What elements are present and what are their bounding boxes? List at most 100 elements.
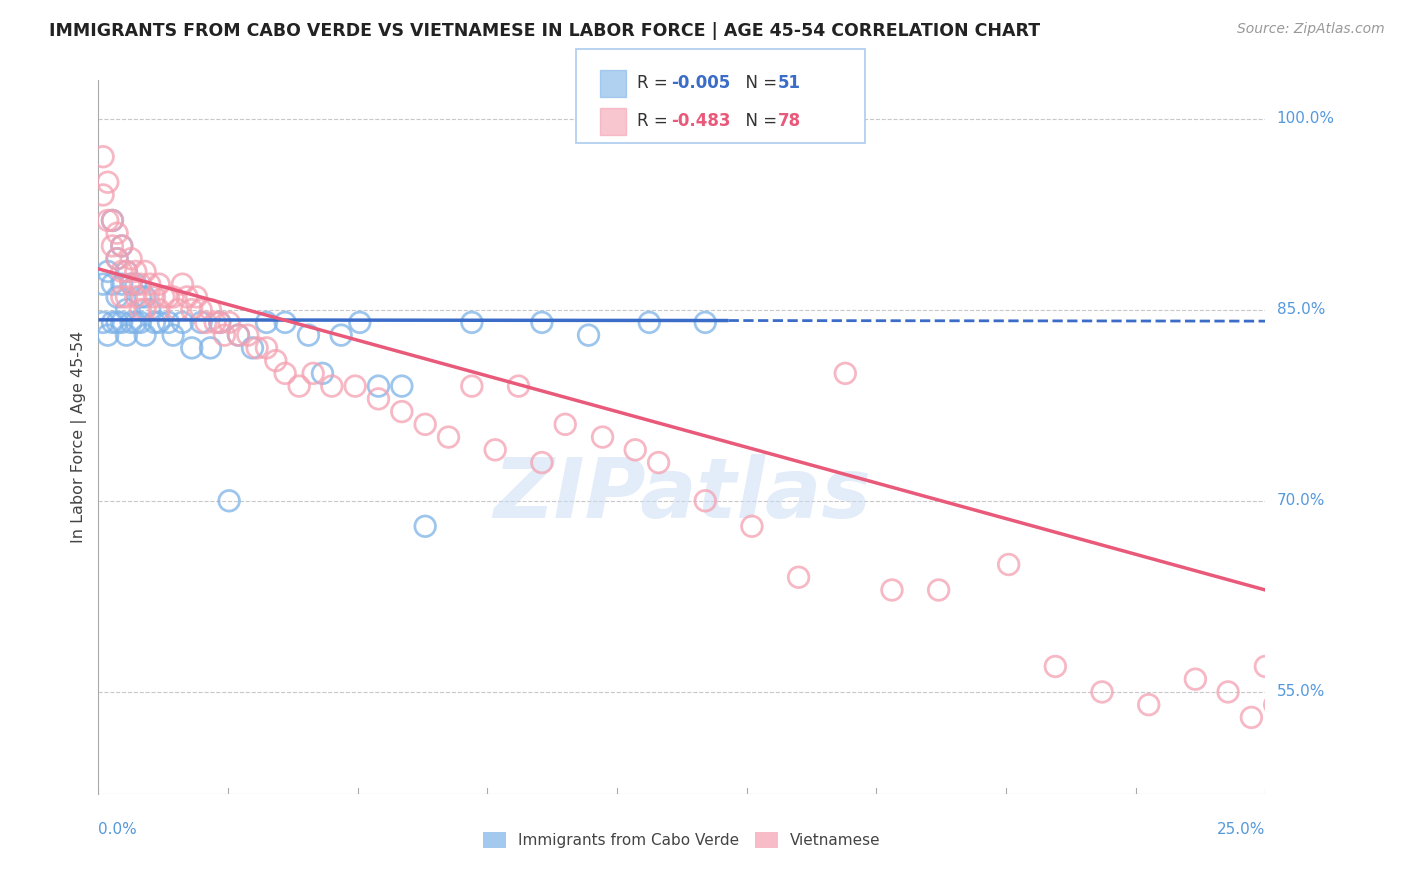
- Point: [190, 302, 212, 317]
- Point: [105, 226, 128, 240]
- Point: [367, 379, 389, 393]
- Point: [105, 252, 128, 266]
- Point: [204, 315, 226, 329]
- Point: [162, 328, 184, 343]
- Point: [129, 315, 152, 329]
- Point: [311, 367, 333, 381]
- Text: -0.483: -0.483: [671, 112, 730, 130]
- Point: [530, 456, 553, 470]
- Point: [228, 328, 250, 343]
- Point: [105, 315, 128, 329]
- Text: 0.0%: 0.0%: [98, 822, 138, 837]
- Point: [246, 341, 269, 355]
- Point: [91, 188, 114, 202]
- Point: [105, 252, 128, 266]
- Text: 51: 51: [778, 74, 800, 92]
- Point: [115, 264, 138, 278]
- Point: [695, 315, 717, 329]
- Point: [125, 264, 148, 278]
- Text: N =: N =: [735, 112, 783, 130]
- Point: [97, 264, 120, 278]
- Point: [413, 519, 436, 533]
- Point: [741, 519, 763, 533]
- Point: [148, 277, 170, 292]
- Point: [176, 290, 198, 304]
- Point: [120, 277, 142, 292]
- Point: [1264, 698, 1286, 712]
- Point: [256, 315, 278, 329]
- Point: [91, 150, 114, 164]
- Text: R =: R =: [637, 112, 673, 130]
- Legend: Immigrants from Cabo Verde, Vietnamese: Immigrants from Cabo Verde, Vietnamese: [477, 826, 887, 854]
- Point: [484, 442, 506, 457]
- Point: [344, 379, 367, 393]
- Point: [461, 379, 484, 393]
- Point: [194, 315, 217, 329]
- Point: [1216, 685, 1239, 699]
- Point: [180, 341, 202, 355]
- Point: [115, 264, 138, 278]
- Point: [172, 277, 194, 292]
- Point: [208, 315, 231, 329]
- Point: [578, 328, 600, 343]
- Point: [115, 302, 138, 317]
- Point: [111, 239, 134, 253]
- Point: [1137, 698, 1160, 712]
- Point: [101, 277, 124, 292]
- Point: [166, 302, 188, 317]
- Point: [111, 239, 134, 253]
- Point: [91, 277, 114, 292]
- Point: [288, 379, 311, 393]
- Point: [148, 315, 170, 329]
- Point: [236, 328, 259, 343]
- Point: [638, 315, 661, 329]
- Text: N =: N =: [735, 74, 783, 92]
- Point: [997, 558, 1019, 572]
- Point: [148, 302, 170, 317]
- Point: [302, 367, 325, 381]
- Point: [129, 290, 152, 304]
- Point: [105, 290, 128, 304]
- Point: [134, 290, 156, 304]
- Point: [157, 315, 180, 329]
- Text: 100.0%: 100.0%: [1277, 111, 1334, 126]
- Point: [297, 328, 319, 343]
- Point: [115, 290, 138, 304]
- Point: [349, 315, 371, 329]
- Point: [274, 367, 297, 381]
- Point: [214, 328, 236, 343]
- Point: [928, 582, 950, 597]
- Point: [101, 315, 124, 329]
- Point: [530, 315, 553, 329]
- Text: 55.0%: 55.0%: [1277, 684, 1324, 699]
- Point: [120, 277, 142, 292]
- Point: [1045, 659, 1067, 673]
- Point: [554, 417, 576, 432]
- Point: [120, 252, 142, 266]
- Text: ZIPatlas: ZIPatlas: [494, 454, 870, 534]
- Text: Source: ZipAtlas.com: Source: ZipAtlas.com: [1237, 22, 1385, 37]
- Point: [787, 570, 810, 584]
- Point: [120, 315, 142, 329]
- Point: [218, 493, 240, 508]
- Point: [157, 290, 180, 304]
- Point: [437, 430, 460, 444]
- Point: [172, 315, 194, 329]
- Point: [1240, 710, 1263, 724]
- Point: [129, 277, 152, 292]
- Point: [321, 379, 343, 393]
- Point: [880, 582, 903, 597]
- Point: [134, 328, 156, 343]
- Point: [218, 315, 240, 329]
- Point: [143, 290, 166, 304]
- Point: [592, 430, 614, 444]
- Point: [162, 290, 184, 304]
- Point: [391, 379, 413, 393]
- Text: -0.005: -0.005: [671, 74, 730, 92]
- Point: [256, 341, 278, 355]
- Text: 25.0%: 25.0%: [1218, 822, 1265, 837]
- Point: [91, 315, 114, 329]
- Point: [180, 302, 202, 317]
- Point: [208, 315, 231, 329]
- Point: [367, 392, 389, 406]
